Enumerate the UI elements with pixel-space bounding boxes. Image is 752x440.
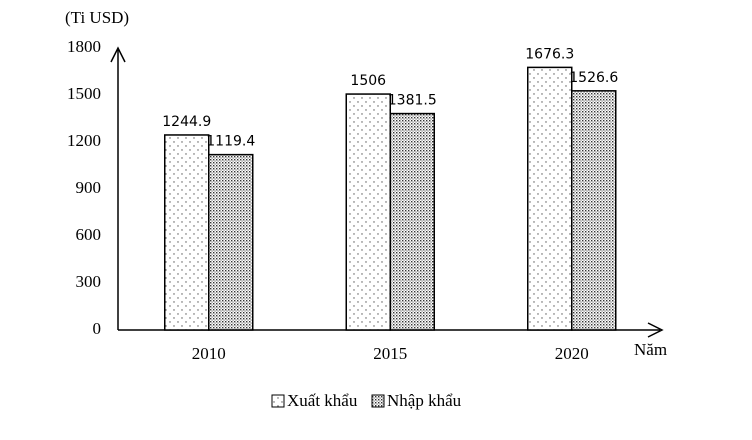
bar [389, 112, 435, 331]
y-axis-label: (Ti USD) [65, 8, 129, 27]
bar [527, 66, 573, 331]
legend-label: Xuất khẩu [287, 391, 358, 410]
y-tick-label: 1500 [67, 84, 101, 103]
x-tick-label: 2015 [373, 344, 407, 363]
data-label: 1506 [350, 73, 386, 89]
data-label: 1244.9 [162, 114, 211, 130]
legend-swatch [271, 394, 285, 408]
data-label: 1381.5 [388, 93, 437, 109]
y-tick-label: 1200 [67, 131, 101, 150]
y-axis-arrow [110, 46, 126, 63]
legend-label: Nhập khẩu [387, 391, 462, 410]
x-tick-label: 2020 [555, 344, 589, 363]
data-label: 1526.6 [569, 70, 618, 86]
y-tick-label: 600 [76, 225, 102, 244]
y-tick-label: 0 [93, 319, 102, 338]
data-label: 1676.3 [525, 46, 574, 62]
y-tick-label: 900 [76, 178, 102, 197]
y-tick-label: 1800 [67, 37, 101, 56]
legend-swatch [371, 394, 385, 408]
x-tick-label: 2010 [192, 344, 226, 363]
data-label: 1119.4 [206, 134, 255, 150]
x-axis-arrow [647, 322, 664, 338]
bar [571, 90, 617, 331]
bar [345, 93, 391, 331]
x-axis-label: Năm [634, 340, 667, 359]
bar [208, 153, 254, 331]
y-tick-label: 300 [76, 272, 102, 291]
bar [164, 134, 210, 331]
